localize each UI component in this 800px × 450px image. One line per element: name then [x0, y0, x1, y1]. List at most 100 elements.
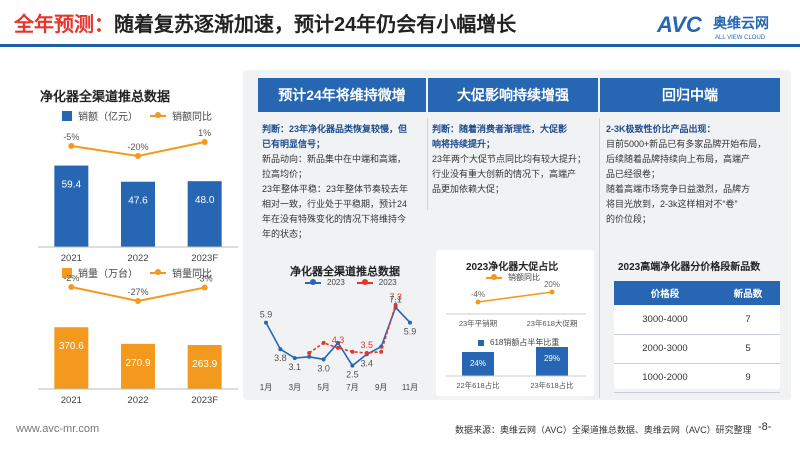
bar-value-label: 47.6 — [128, 196, 148, 207]
bar-value-label: 263.9 — [192, 359, 217, 370]
column-header-3: 回归中端 — [600, 78, 780, 112]
price-table-card: 价格段 新品数 3000-4000 7 2000-3000 5 1000-200… — [614, 281, 780, 393]
series-point — [336, 345, 340, 350]
bar-value-label: 270.9 — [125, 358, 150, 369]
series-point — [264, 320, 268, 325]
series-point — [307, 351, 312, 355]
promo-yoy-point — [549, 289, 555, 295]
legend-swatch-2023-blue — [305, 278, 321, 285]
bar — [187, 181, 222, 247]
logo-mark-text: AVC — [656, 12, 703, 37]
yoy-point — [68, 284, 75, 290]
series-point — [408, 320, 412, 325]
column-header-1: 预计24年将维持微增 — [258, 78, 426, 112]
footer-source: 数据来源：奥维云网（AVC）全渠道推总数据、奥维云网（AVC）研究整理 — [455, 425, 752, 435]
x-tick-label: 2022 — [127, 253, 148, 263]
price-table-title: 2023高端净化器分价格段新品数 — [618, 262, 761, 273]
legend-swatch-volume — [62, 267, 72, 278]
promo-chart: -4% 20% 23年平销期 23年618大促期 24% 22年618占比 29% 23年61… — [446, 280, 586, 390]
x-tick-label: 2021 — [61, 253, 82, 263]
bullet-line: 2-3K极致性价比产品出现： — [606, 124, 716, 134]
x-tick-label: 7月 — [346, 383, 358, 392]
column-header-2: 大促影响持续增强 — [428, 78, 598, 112]
series-point — [350, 349, 355, 354]
sales-legend: 销额（亿元） 销额同比 — [62, 108, 212, 123]
series-point — [321, 357, 326, 362]
legend-label-series-2: 2023 — [378, 278, 397, 287]
legend-swatch-revenue-yoy — [150, 111, 166, 118]
series-point — [393, 302, 398, 307]
yoy-point — [201, 284, 208, 291]
table-row: 3000-4000 7 — [614, 305, 780, 335]
page-number: -8- — [758, 421, 772, 433]
left-chart-title: 净化器全渠道推总数据 — [40, 89, 171, 104]
yoy-label: 1% — [198, 128, 211, 138]
bar — [187, 345, 222, 389]
legend-label-revenue: 销额（亿元） — [78, 112, 138, 123]
table-row: 1000-2000 9 — [614, 363, 780, 393]
bullet-line: 23年整体平稳：23年整体节奏较去年 — [262, 184, 409, 194]
bullet-line: 后续随着品牌持续向上布局，高端产 — [606, 154, 751, 164]
monthly-line-chart: 5.9 3.83.1 3.0 4.3 2.5 3.5 3.4 7.17.3 5.9 1月 3月 5月 7… — [260, 292, 418, 392]
yoy-label: -3% — [197, 275, 213, 284]
series-point — [379, 349, 384, 354]
price-table: 价格段 新品数 3000-4000 7 2000-3000 5 1000-200… — [614, 281, 780, 393]
legend-label-volume-yoy: 销量同比 — [172, 269, 212, 280]
title-prefix: 全年预测： — [14, 14, 114, 36]
bullet-line: 年在没有特殊变化的情况下将维持今 — [262, 214, 407, 224]
bullet-line: 23年两个大促节点同比均有较大提升； — [432, 154, 587, 164]
line-chart-title: 净化器全渠道推总数据 — [290, 266, 400, 278]
price-table-header-range: 价格段 — [614, 281, 716, 305]
bar — [54, 327, 89, 389]
logo-en-text: ALL VIEW CLOUD — [715, 35, 766, 41]
series-line — [308, 304, 397, 354]
bullet-line: 随着高端市场竞争日益激烈，品牌方 — [606, 184, 751, 194]
point-label: 5.9 — [260, 310, 273, 320]
bullet-line: 品更加依赖大促； — [432, 184, 505, 194]
bullet-line: 目前5000+新品已有多家品牌开始布局， — [606, 139, 767, 149]
price-table-header-count: 新品数 — [715, 281, 780, 305]
promo-share-bar — [462, 352, 494, 376]
yoy-label: -2% — [63, 275, 79, 283]
revenue-bar-chart: 59.4 2021 47.6 2022 48.0 2023F -5% -20% 1% — [38, 128, 238, 263]
point-label: 3.8 — [274, 353, 287, 363]
point-label: 3.0 — [317, 363, 330, 373]
point-label: 2.5 — [346, 370, 359, 380]
promo-bar-x-label: 22年618占比 — [456, 380, 500, 390]
bar-value-label: 59.4 — [62, 180, 82, 191]
header-divider — [0, 44, 800, 47]
series-point — [321, 340, 326, 345]
promo-yoy-line — [477, 291, 553, 303]
yoy-label: -20% — [127, 142, 148, 152]
series-point — [364, 351, 369, 355]
avc-logo: AVC 奥维云网 ALL VIEW CLOUD — [655, 8, 795, 42]
bullet-line: 行业没有重大创新的情况下，高端产 — [432, 169, 577, 179]
promo-bar-x-label: 23年618占比 — [530, 380, 574, 390]
promo-yoy-label: -4% — [471, 290, 485, 299]
legend-swatch-revenue — [62, 110, 72, 121]
x-tick-label: 11月 — [402, 383, 418, 392]
line-chart-legend: 2023 2023 — [305, 278, 397, 287]
column-2-text: 判断：随着消费者渐理性，大促影 响将持续提升； 23年两个大促节点同比均有较大提升；… — [432, 122, 598, 197]
table-cell-range: 3000-4000 — [614, 305, 716, 335]
legend-swatch-volume-yoy — [150, 268, 166, 275]
bar-value-label: 48.0 — [195, 195, 215, 206]
yoy-point — [135, 153, 141, 159]
point-label: 3.1 — [289, 362, 302, 372]
point-label: 5.9 — [404, 327, 417, 337]
point-label: 3.4 — [361, 358, 374, 368]
column-3-text: 2-3K极致性价比产品出现： 目前5000+新品已有多家品牌开始布局， 后续随着品牌… — [606, 122, 782, 227]
x-tick-label: 2021 — [61, 395, 82, 405]
bullet-line: 的价位段； — [606, 214, 652, 224]
bullet-line: 相对一致，行业处于平稳期，预计24 — [262, 199, 408, 209]
x-tick-label: 2022 — [127, 395, 148, 405]
legend-label-promo-share: 618销额占半年比重 — [490, 338, 560, 347]
series-point — [292, 356, 297, 361]
point-label: 7.1 — [389, 294, 402, 304]
bullet-line: 判断：随着消费者渐理性，大促影 — [432, 124, 568, 134]
table-cell-count: 9 — [715, 363, 780, 393]
bar-value-label: 370.6 — [59, 341, 84, 352]
x-tick-label: 1月 — [260, 383, 272, 392]
table-row: 2000-3000 5 — [614, 334, 780, 364]
price-table-header-row: 价格段 新品数 — [614, 281, 780, 305]
